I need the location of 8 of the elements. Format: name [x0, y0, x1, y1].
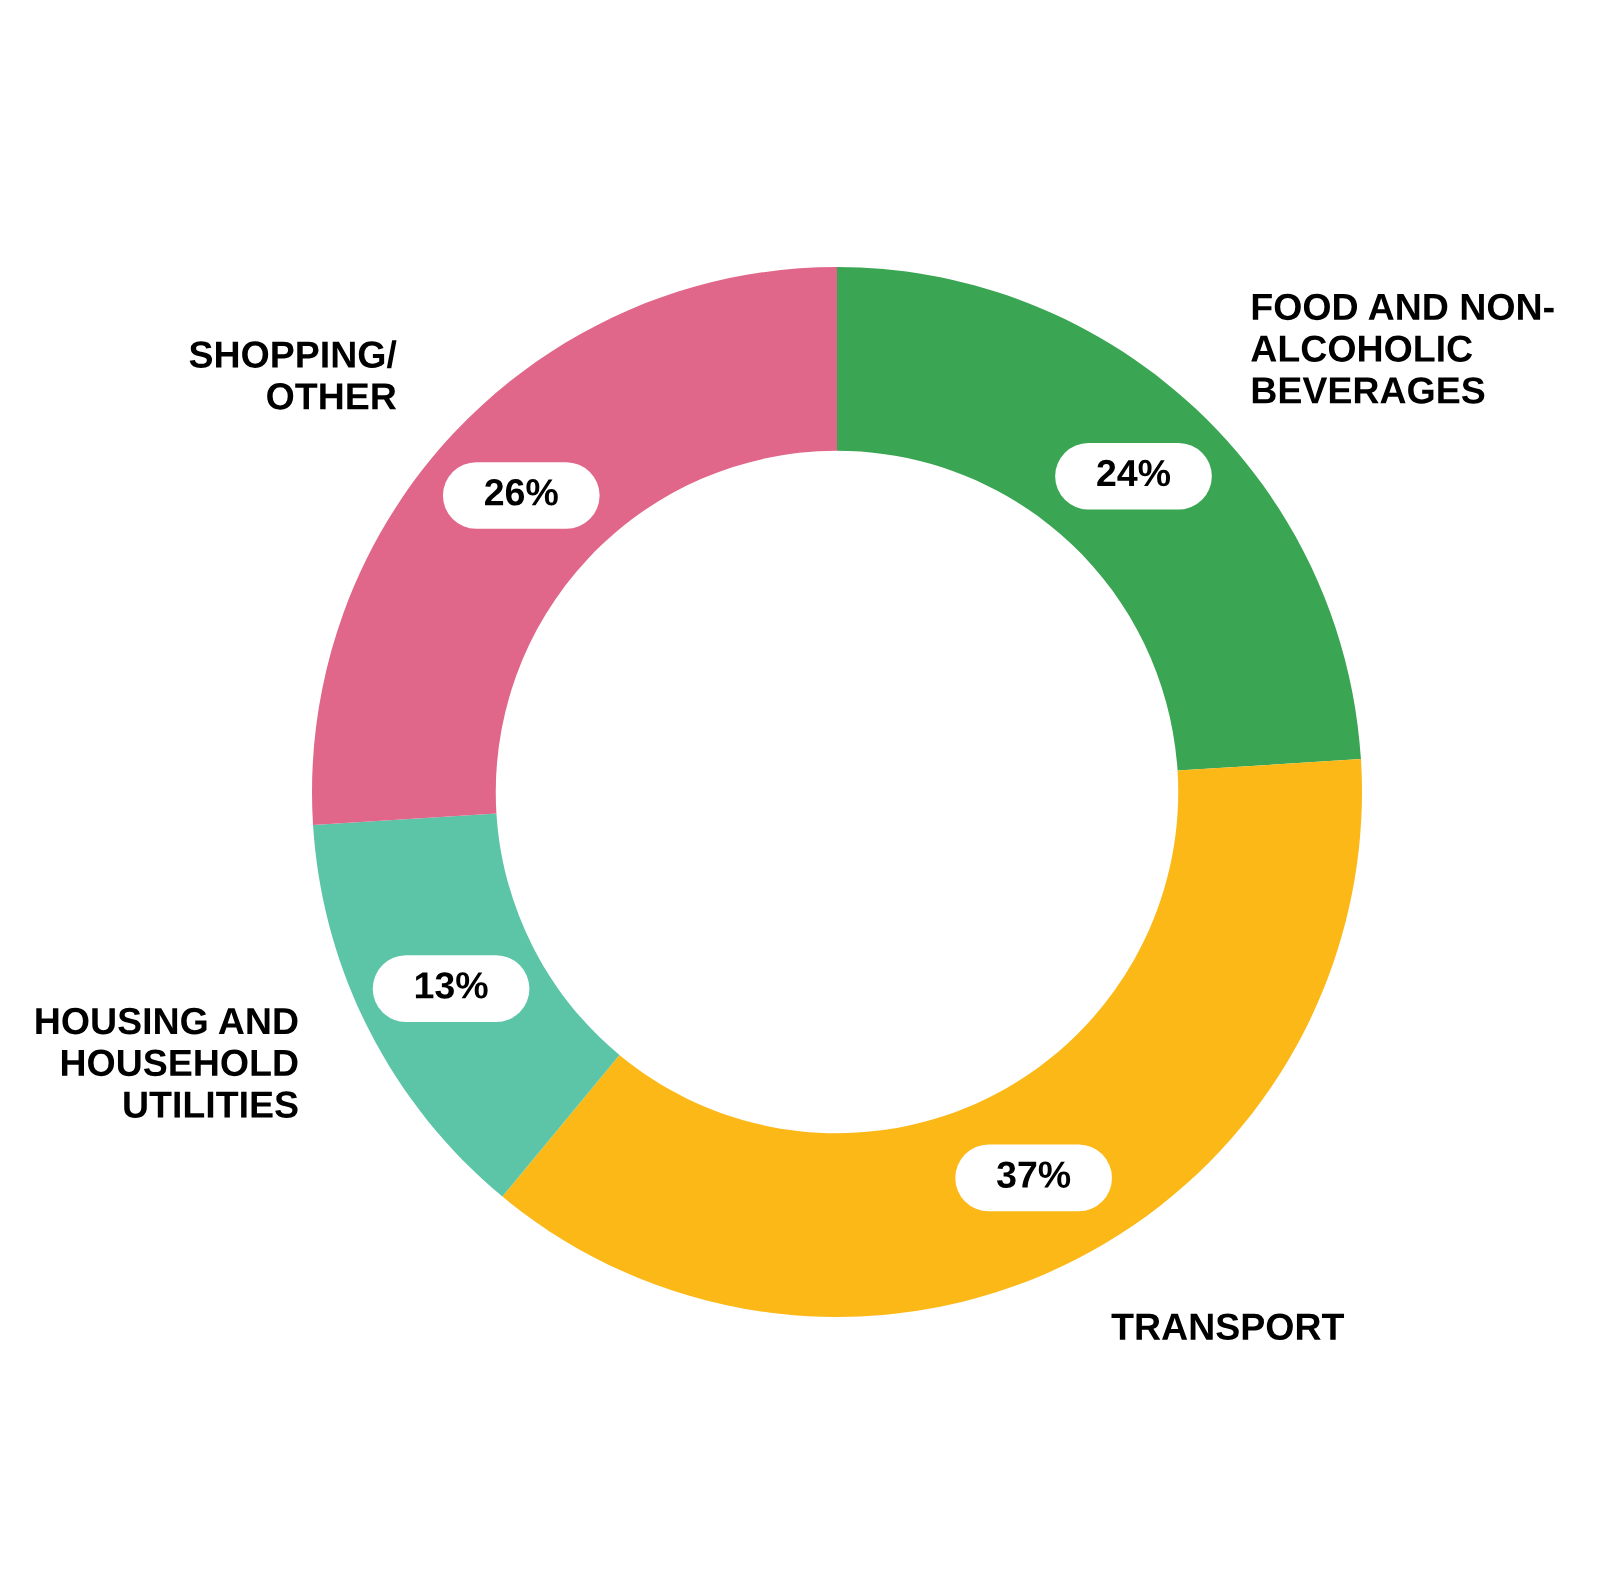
data-label: 26%: [485, 479, 558, 506]
slice-label: HOUSING AND HOUSEHOLD UTILITIES: [36, 1007, 298, 1118]
data-label: 37%: [996, 1161, 1071, 1189]
data-label: 13%: [415, 972, 488, 999]
data-label: 24%: [1097, 459, 1171, 487]
slice-label: FOOD AND NON- ALCOHOLIC BEVERAGES: [1251, 293, 1554, 404]
slice-label: SHOPPING/ OTHER: [189, 340, 397, 410]
slice-label: TRANSPORT: [1111, 1313, 1345, 1341]
